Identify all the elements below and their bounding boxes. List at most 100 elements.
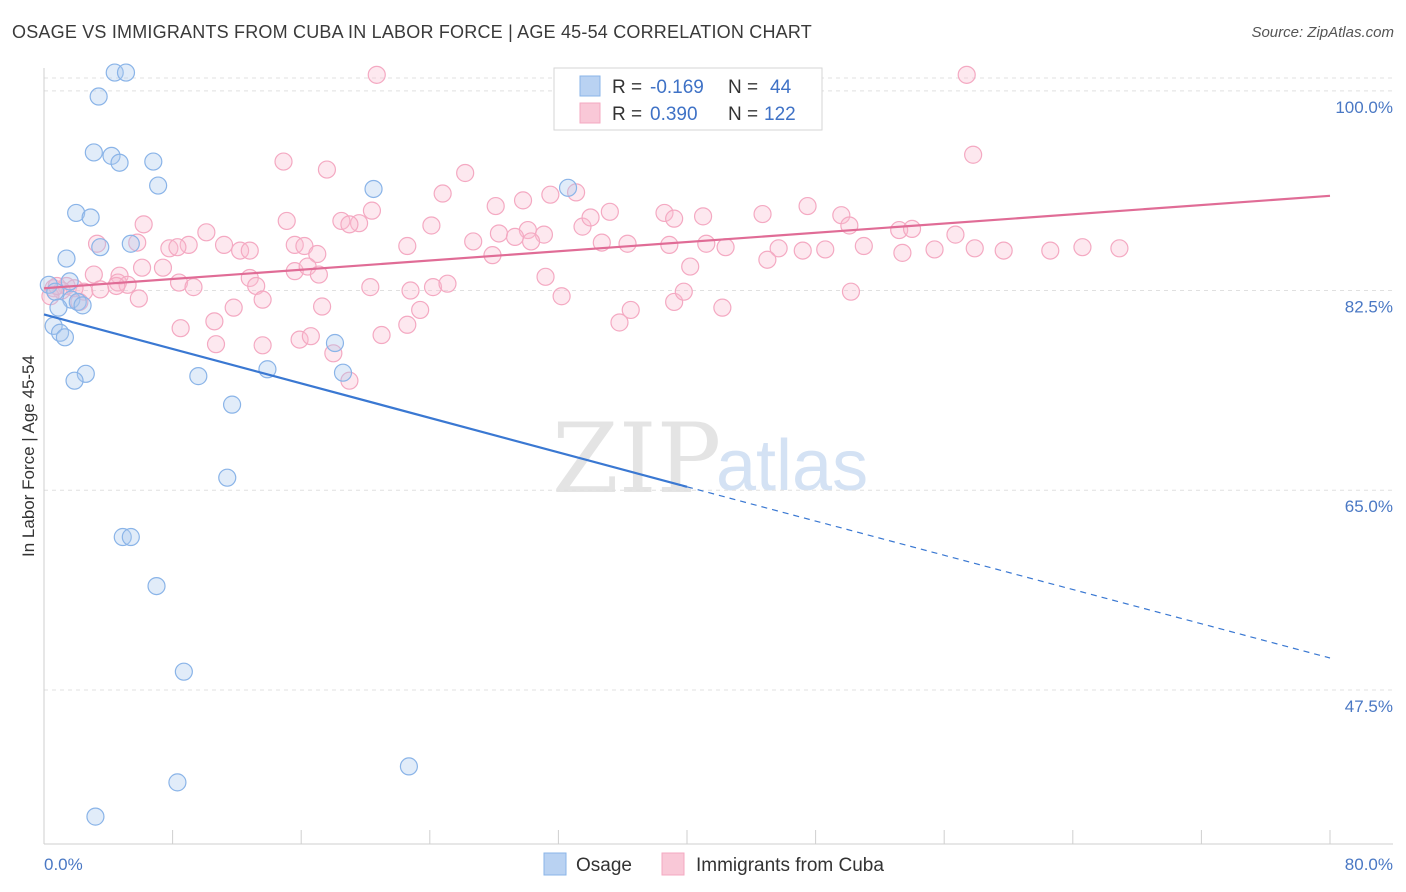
- data-point: [621, 300, 640, 320]
- data-point: [214, 235, 234, 254]
- data-point: [925, 240, 944, 259]
- data-point: [87, 234, 107, 253]
- data-point: [277, 211, 296, 231]
- legend-n-value-osage: 44: [770, 77, 792, 98]
- data-point: [197, 223, 216, 242]
- legend-n-value-cuba: 122: [764, 104, 796, 125]
- data-point: [86, 807, 105, 826]
- data-point: [902, 219, 922, 239]
- legend-swatch-cuba: [579, 102, 601, 124]
- data-point: [67, 203, 86, 223]
- data-point: [946, 225, 965, 244]
- data-point: [398, 315, 417, 334]
- legend-r-label-cuba: R =: [612, 104, 642, 125]
- data-point: [84, 143, 103, 162]
- data-point: [716, 238, 735, 257]
- data-point: [65, 371, 84, 390]
- data-point: [295, 236, 314, 256]
- legend-n-label-osage: N =: [728, 77, 758, 98]
- data-point: [541, 185, 560, 204]
- data-point: [456, 163, 475, 183]
- x-tick-label-min: 0.0%: [44, 855, 83, 874]
- data-point: [147, 576, 166, 596]
- data-point: [91, 238, 110, 257]
- bottom-legend-label-cuba: Immigrants from Cuba: [696, 855, 884, 876]
- data-point: [189, 367, 208, 386]
- data-point: [325, 333, 345, 353]
- data-point: [174, 662, 193, 681]
- data-point: [110, 153, 129, 172]
- data-point: [49, 298, 68, 317]
- data-point: [231, 241, 250, 260]
- data-point: [655, 203, 674, 223]
- data-point: [486, 196, 505, 216]
- correlation-legend: R = -0.169 N = 44 R = 0.390 N = 122: [553, 67, 823, 131]
- series-legend: Osage Immigrants from Cuba: [543, 852, 884, 876]
- data-point: [681, 257, 700, 276]
- data-point: [769, 239, 788, 258]
- trend-line-cuba: [43, 194, 1331, 290]
- data-point: [438, 274, 457, 293]
- data-point: [121, 234, 140, 253]
- data-point: [240, 241, 259, 260]
- data-point: [841, 282, 861, 301]
- data-point: [558, 178, 578, 197]
- data-point: [957, 65, 976, 84]
- data-point: [132, 258, 152, 277]
- data-point: [367, 65, 386, 84]
- gridlines: [44, 77, 1393, 691]
- legend-r-label-osage: R =: [612, 77, 642, 98]
- data-point: [536, 267, 555, 286]
- data-point: [317, 160, 337, 179]
- x-ticks: [43, 830, 1331, 844]
- data-point: [153, 258, 173, 277]
- data-point: [290, 330, 309, 349]
- y-tick-labels: 100.0% 82.5% 65.0% 47.5%: [1335, 98, 1393, 716]
- chart-source: Source: ZipAtlas.com: [1251, 24, 1394, 41]
- data-point: [398, 236, 417, 256]
- trend-line-osage-projection: [686, 486, 1331, 659]
- data-point: [798, 196, 817, 216]
- data-point: [964, 145, 983, 164]
- data-point: [362, 201, 382, 220]
- data-point: [893, 243, 912, 262]
- data-point: [68, 292, 87, 312]
- data-point: [128, 233, 147, 252]
- data-point: [81, 208, 100, 227]
- trend-line-osage: [43, 313, 688, 488]
- data-point: [274, 152, 293, 171]
- watermark-zip: ZIP: [552, 403, 721, 515]
- data-point: [149, 176, 168, 195]
- data-point: [489, 224, 509, 243]
- data-point: [218, 468, 237, 487]
- data-point: [665, 209, 684, 228]
- data-point: [129, 289, 148, 308]
- data-point: [713, 298, 732, 317]
- data-point: [349, 214, 369, 233]
- data-point: [224, 298, 243, 317]
- data-point: [1110, 239, 1129, 258]
- data-point: [55, 328, 74, 347]
- data-point: [89, 87, 108, 106]
- data-point: [253, 290, 272, 309]
- data-point: [309, 265, 328, 284]
- data-point: [660, 235, 679, 254]
- data-point: [505, 227, 525, 246]
- data-point: [1041, 241, 1060, 260]
- data-point: [581, 208, 600, 227]
- data-point: [854, 236, 873, 256]
- data-point: [116, 63, 136, 82]
- data-point: [134, 215, 153, 234]
- data-point: [552, 287, 571, 306]
- data-point: [399, 757, 419, 776]
- watermark-atlas: atlas: [716, 426, 868, 506]
- data-point: [57, 249, 76, 268]
- data-point: [793, 241, 812, 260]
- data-point: [301, 327, 320, 346]
- data-point: [433, 184, 452, 203]
- data-point: [697, 234, 716, 253]
- y-tick-label: 82.5%: [1345, 298, 1393, 317]
- data-point: [340, 215, 359, 234]
- data-point: [994, 241, 1013, 260]
